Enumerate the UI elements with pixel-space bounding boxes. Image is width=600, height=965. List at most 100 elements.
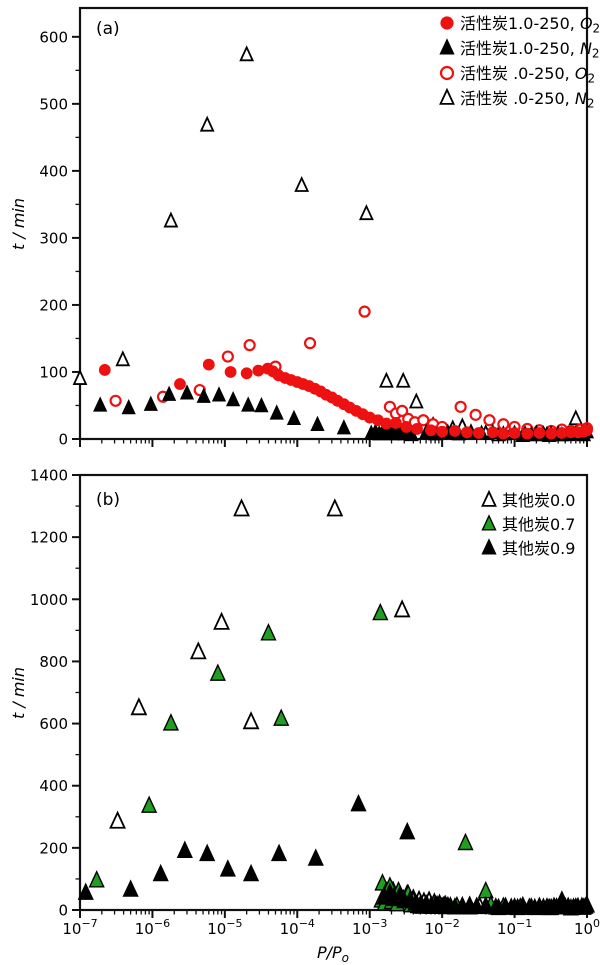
data-point-panela-series1 <box>243 339 256 352</box>
data-point-panela-series3 <box>508 427 521 439</box>
legend-label: 其他炭0.7 <box>502 515 575 534</box>
x-tick-label: 10−6 <box>135 917 170 938</box>
data-point-panelb-series2 <box>176 840 193 858</box>
x-tick-label: 10−4 <box>280 917 315 938</box>
data-point-panelb-series2 <box>307 848 324 866</box>
data-point-panelb-series1 <box>88 870 105 888</box>
data-point-panela-series2 <box>336 419 351 435</box>
legend-label: 活性炭1.0-250, O2 <box>460 14 600 36</box>
y-tick-label: 600 <box>39 28 68 46</box>
data-point-panela-series0 <box>358 204 374 221</box>
data-point-panela-series3 <box>202 358 215 371</box>
legend-label: 其他炭0.9 <box>502 539 575 558</box>
x-tick-label: 10−1 <box>497 917 532 938</box>
data-point-panela-series3 <box>448 425 461 437</box>
data-point-panela-series3 <box>581 424 593 437</box>
x-tick-label: 10−3 <box>352 917 387 938</box>
data-point-panela-series3 <box>461 426 473 439</box>
data-point-panela-series0 <box>568 409 584 426</box>
legend-marker-b1 <box>481 514 497 531</box>
data-point-panela-series2 <box>143 395 158 411</box>
data-point-panelb-series1 <box>457 832 474 851</box>
data-point-panela-series1 <box>303 337 317 350</box>
y-tick-label: 800 <box>39 653 68 671</box>
data-point-panela-series1 <box>109 394 122 407</box>
y-tick-label: 600 <box>39 715 68 733</box>
data-point-panelb-series0 <box>189 641 207 660</box>
data-point-panela-series3 <box>486 426 499 439</box>
data-point-panela-series0 <box>294 175 310 192</box>
y-tick-label: 200 <box>39 296 68 314</box>
data-point-panela-series1 <box>221 350 234 363</box>
data-point-panela-series3 <box>390 417 402 429</box>
data-point-panela-series3 <box>400 421 413 433</box>
data-point-panela-series2 <box>162 385 177 401</box>
data-point-panelb-series1 <box>209 663 226 681</box>
data-point-panela-series1 <box>469 408 482 421</box>
y-tick-label: 0 <box>58 902 68 920</box>
plot-border <box>78 6 589 441</box>
data-point-panelb-series2 <box>350 793 367 812</box>
data-point-panela-series2 <box>254 396 269 413</box>
data-point-panela-series2 <box>286 409 302 425</box>
data-point-panelb-series0 <box>213 611 230 630</box>
data-point-panelb-series1 <box>141 795 158 813</box>
data-point-panelb-series0 <box>393 599 411 618</box>
data-point-panelb-series2 <box>477 895 494 914</box>
data-point-panela-series2 <box>269 404 284 420</box>
data-point-panelb-series1 <box>372 602 389 621</box>
data-point-panela-series2 <box>211 386 227 402</box>
legend-marker-b0 <box>481 489 497 507</box>
y-tick-label: 100 <box>39 363 68 381</box>
data-point-panelb-series2 <box>77 882 94 900</box>
x-axis-title: P/Po <box>317 943 349 965</box>
y-tick-label: 400 <box>39 162 68 180</box>
data-point-panelb-series2 <box>242 863 260 882</box>
data-point-panela-series1 <box>396 404 409 417</box>
data-point-panela-series0 <box>115 350 131 367</box>
legend-label: 其他炭0.0 <box>502 491 575 510</box>
data-point-panela-series3 <box>425 424 437 437</box>
data-point-panelb-series2 <box>578 895 596 913</box>
data-point-panelb-series0 <box>109 810 126 829</box>
panel-b-label: (b) <box>96 490 120 510</box>
data-point-panela-series2 <box>241 396 256 412</box>
y-tick-label: 1400 <box>30 467 68 485</box>
panel-a-y-axis-title: t / min <box>9 198 28 250</box>
data-point-panelb-series0 <box>233 498 250 517</box>
legend-marker-a2 <box>439 65 455 81</box>
data-point-panelb-series2 <box>152 863 169 882</box>
data-point-panelb-series0 <box>326 498 344 517</box>
data-point-panela-series0 <box>378 371 394 388</box>
y-tick-label: 1200 <box>30 529 68 547</box>
y-tick-label: 200 <box>39 839 68 857</box>
legend-marker-a0 <box>440 16 454 30</box>
data-point-panelb-series1 <box>273 708 290 726</box>
x-tick-label: 10−5 <box>207 917 242 938</box>
data-point-panela-series3 <box>411 423 423 435</box>
data-point-panela-series0 <box>395 371 411 388</box>
y-tick-label: 500 <box>39 95 68 113</box>
data-point-panela-series2 <box>310 415 325 432</box>
data-point-panela-series2 <box>121 399 136 415</box>
data-point-panela-series0 <box>408 392 424 409</box>
data-point-panela-series3 <box>545 427 558 440</box>
data-point-panela-series3 <box>224 366 237 378</box>
data-point-panelb-series2 <box>199 843 216 862</box>
data-point-panelb-series2 <box>270 843 288 862</box>
data-point-panelb-series0 <box>242 711 260 730</box>
y-tick-label: 0 <box>58 431 68 449</box>
data-point-panela-series3 <box>497 427 510 440</box>
data-point-panela-series3 <box>98 364 111 376</box>
data-point-panelb-series2 <box>122 879 139 897</box>
data-point-panela-series1 <box>358 305 371 318</box>
data-point-panela-series3 <box>174 378 186 390</box>
legend-marker-b2 <box>481 538 497 555</box>
plot-render-root: 0 100 200 300 400 500 600 活性炭1.0-250, O2 活性炭1.0-… <box>30 6 600 965</box>
legend-marker-a1 <box>439 38 455 55</box>
x-tick-label: 10−2 <box>424 917 459 938</box>
data-point-panela-series2 <box>93 396 108 412</box>
data-point-panela-series2 <box>179 384 195 400</box>
